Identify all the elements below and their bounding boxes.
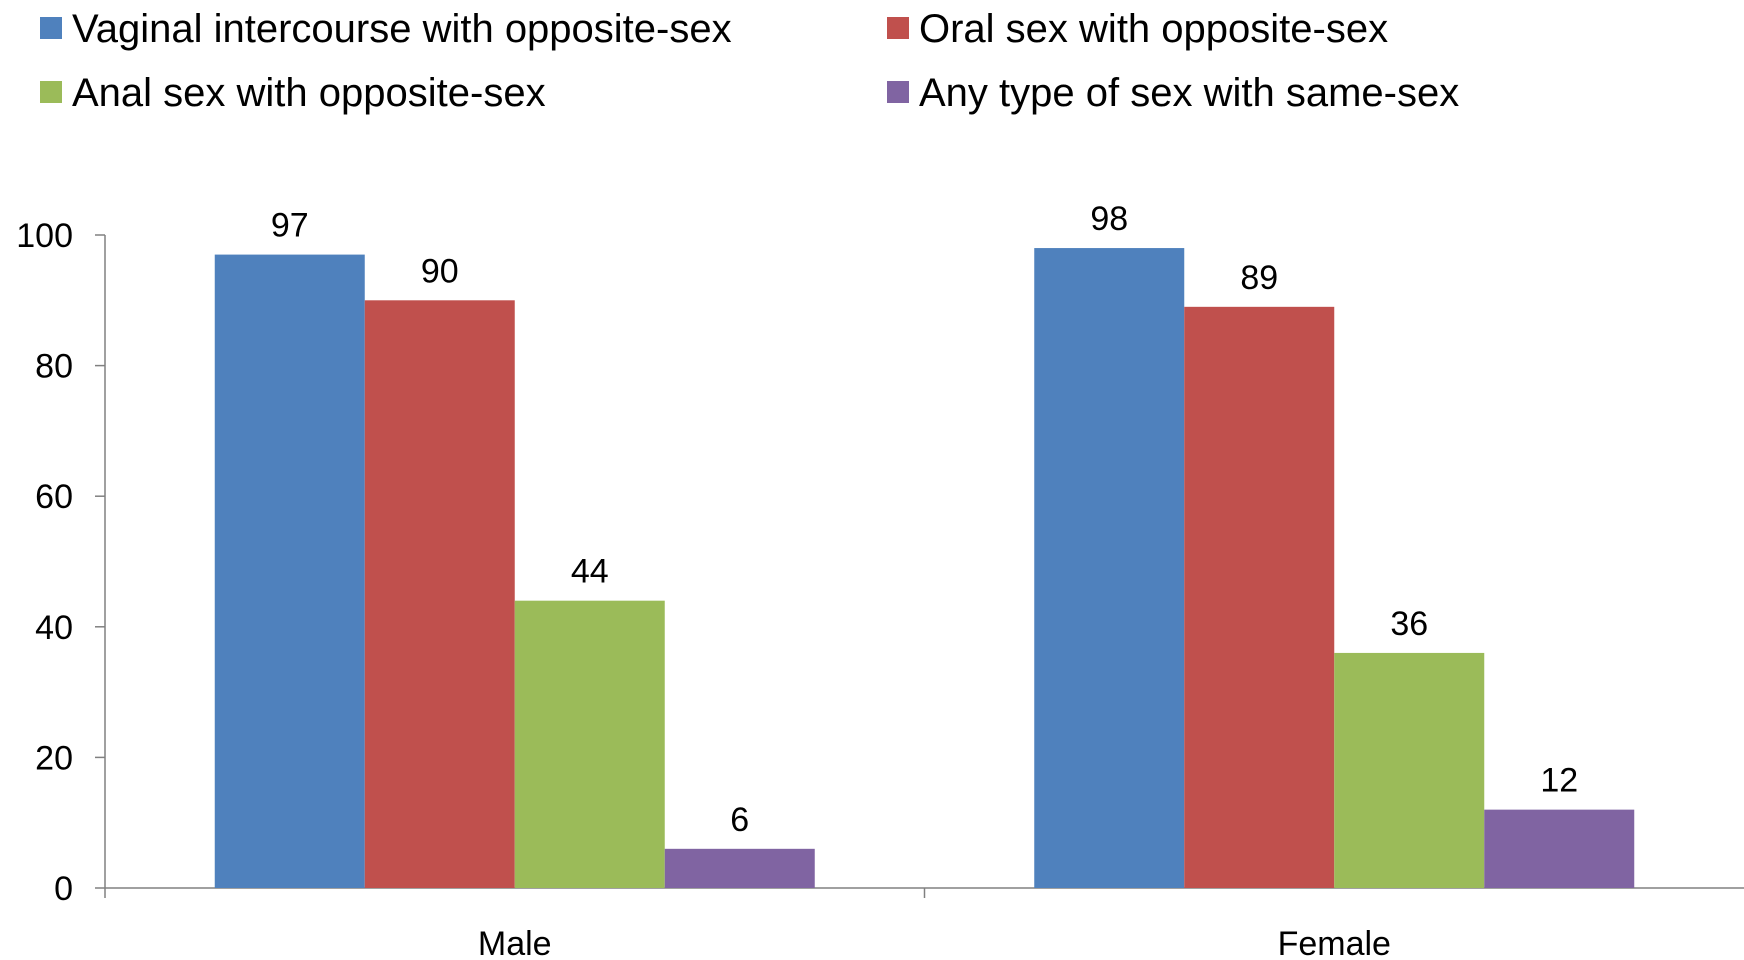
- bar-value-label: 90: [421, 252, 459, 290]
- bar-value-label: 6: [730, 801, 749, 839]
- legend-label: Oral sex with opposite-sex: [919, 7, 1388, 51]
- bar: [514, 600, 665, 888]
- legend-swatch: [887, 81, 909, 103]
- bars: [214, 248, 1635, 889]
- x-category-label: Female: [1278, 925, 1391, 960]
- bar: [1184, 306, 1335, 889]
- legend: Vaginal intercourse with opposite-sex Ora…: [40, 7, 1459, 115]
- legend-item: Anal sex with opposite-sex: [40, 71, 546, 115]
- legend-label: Vaginal intercourse with opposite-sex: [72, 7, 732, 51]
- y-tick-label: 80: [35, 348, 73, 386]
- bar-value-label: 98: [1090, 200, 1128, 238]
- bar-value-label: 12: [1540, 762, 1578, 800]
- legend-item: Vaginal intercourse with opposite-sex: [40, 7, 732, 51]
- bar: [664, 848, 815, 888]
- bar-value-label: 36: [1390, 605, 1428, 643]
- legend-item: Any type of sex with same-sex: [887, 71, 1459, 115]
- bar-value-label: 44: [571, 553, 609, 591]
- x-category-label: Male: [478, 925, 552, 960]
- legend-item: Oral sex with opposite-sex: [887, 7, 1388, 51]
- legend-swatch: [40, 17, 62, 39]
- y-tick-label: 100: [16, 217, 73, 255]
- legend-label: Anal sex with opposite-sex: [72, 71, 546, 115]
- y-tick-label: 0: [54, 870, 73, 908]
- data-labels: 97 90 44 6 98 89 36 12: [271, 200, 1578, 839]
- legend-label: Any type of sex with same-sex: [919, 71, 1459, 115]
- bar-value-label: 97: [271, 207, 309, 245]
- bar-value-label: 89: [1240, 259, 1278, 297]
- axes: 0 20 40 60 80 100 Male Female: [16, 217, 1744, 960]
- bar: [364, 300, 515, 888]
- y-tick-label: 60: [35, 478, 73, 516]
- bar: [1034, 248, 1185, 888]
- y-tick-label: 40: [35, 609, 73, 647]
- y-tick-label: 20: [35, 739, 73, 777]
- legend-swatch: [887, 17, 909, 39]
- bar: [1334, 652, 1485, 888]
- legend-swatch: [40, 81, 62, 103]
- bar: [1484, 809, 1635, 888]
- bar: [214, 254, 365, 889]
